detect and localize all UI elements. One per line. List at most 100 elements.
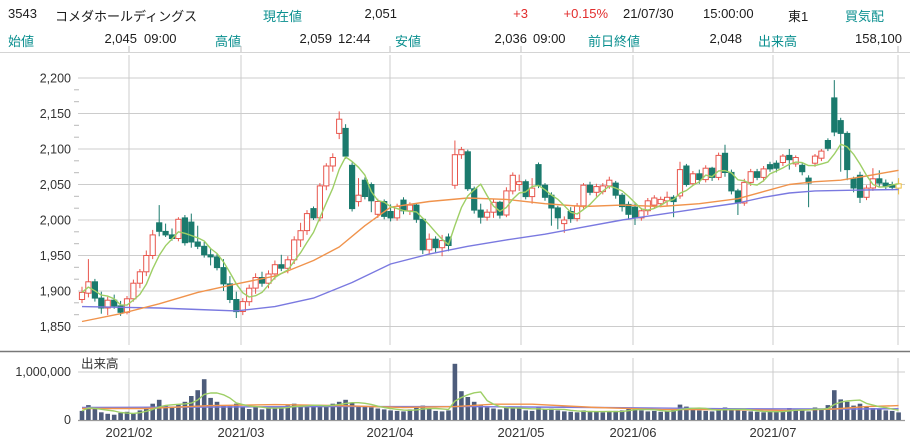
- volume-value: 158,100: [855, 31, 902, 46]
- candle-body: [329, 157, 336, 167]
- candle-body: [818, 150, 825, 159]
- volume-bar: [176, 404, 181, 420]
- volume-ma5-line: [81, 391, 899, 415]
- volume-bar: [311, 405, 316, 420]
- volume-bar: [118, 412, 123, 420]
- volume-bar: [92, 409, 98, 420]
- volume-bar: [131, 413, 136, 420]
- candle-body: [683, 165, 690, 185]
- volume-bars: [79, 363, 901, 420]
- candle-body: [516, 181, 523, 185]
- svg-text:2,050: 2,050: [40, 178, 71, 192]
- candle-body: [734, 190, 741, 204]
- volume-bar: [324, 405, 329, 420]
- high-time: 12:44: [338, 31, 371, 46]
- volume-bar: [349, 402, 355, 420]
- volume-bar: [343, 399, 348, 420]
- candle-body: [149, 234, 156, 256]
- candle-body: [239, 301, 246, 313]
- candle-body: [554, 207, 561, 219]
- candle-body: [747, 171, 754, 183]
- candle-body: [477, 209, 484, 218]
- volume-bar: [99, 412, 104, 420]
- candle-body: [310, 208, 317, 219]
- candles: [78, 80, 902, 318]
- volume-bar: [767, 411, 773, 420]
- volume-bar: [574, 412, 580, 420]
- volume-bar: [407, 409, 413, 420]
- volume-bar: [510, 406, 516, 420]
- candle-body: [895, 183, 902, 189]
- volume-bar: [504, 407, 509, 420]
- board-status: 買気配: [845, 9, 885, 24]
- volume-bar: [240, 406, 245, 420]
- candle-body: [426, 238, 433, 251]
- volume-bar: [433, 410, 438, 420]
- candle-body: [593, 186, 600, 193]
- candle-body: [766, 164, 774, 170]
- ma75-line: [81, 188, 899, 312]
- open-label: 始値: [8, 34, 35, 49]
- volume-bar: [529, 410, 535, 420]
- candle-body: [741, 181, 748, 204]
- candle-body: [406, 204, 413, 212]
- candle-body: [336, 118, 343, 134]
- price-change: +3: [513, 6, 528, 21]
- candle-body: [496, 201, 503, 216]
- svg-text:2,000: 2,000: [40, 214, 71, 228]
- svg-text:2021/06: 2021/06: [610, 425, 657, 440]
- candle-body: [580, 184, 587, 207]
- candle-body: [323, 165, 330, 187]
- volume-bar: [799, 410, 805, 420]
- candle-body: [471, 188, 478, 211]
- candle-body: [509, 174, 516, 192]
- candle-body: [676, 169, 684, 197]
- volume-bar: [491, 408, 496, 420]
- header-divider: [0, 52, 910, 53]
- volume-bar: [381, 409, 387, 420]
- volume-bar: [497, 409, 503, 420]
- svg-text:1,000,000: 1,000,000: [15, 365, 71, 379]
- volume-bar: [562, 411, 567, 420]
- volume-label: 出来高: [758, 34, 798, 49]
- price-ma-lines: [81, 143, 899, 323]
- volume-bar: [362, 406, 368, 420]
- volume-bar: [246, 409, 252, 420]
- candle-body: [657, 198, 664, 205]
- volume-bar: [709, 411, 715, 420]
- price-change-percent: +0.15%: [563, 6, 608, 21]
- candle-body: [213, 256, 221, 269]
- candle-body: [130, 282, 137, 300]
- low-label: 安値: [395, 34, 422, 49]
- volume-bar: [189, 396, 194, 420]
- volume-bar: [568, 411, 573, 420]
- candle-body: [831, 97, 838, 133]
- volume-bar: [420, 405, 426, 420]
- volume-bar: [446, 410, 451, 420]
- candle-body: [702, 167, 709, 181]
- volume-bar: [864, 406, 869, 420]
- volume-bar: [870, 408, 876, 420]
- volume-bar: [169, 407, 175, 420]
- volume-bar: [722, 407, 728, 420]
- candle-body: [689, 173, 696, 185]
- candle-body: [458, 149, 465, 156]
- candle-body: [586, 184, 594, 193]
- low-time: 09:00: [533, 31, 566, 46]
- volume-bar: [279, 408, 284, 420]
- volume-bar: [317, 406, 323, 420]
- candle-body: [490, 201, 497, 213]
- candle-body: [258, 277, 266, 284]
- volume-bar: [587, 411, 593, 420]
- volume-bar: [626, 408, 631, 420]
- candle-body: [638, 210, 645, 219]
- candle-body: [773, 162, 780, 169]
- volume-bar: [883, 410, 889, 420]
- volume-bar: [549, 408, 554, 420]
- volume-bar: [304, 404, 310, 420]
- volume-bar: [607, 411, 612, 420]
- candle-body: [233, 299, 240, 313]
- candle-body: [535, 164, 542, 186]
- volume-bar: [330, 403, 336, 420]
